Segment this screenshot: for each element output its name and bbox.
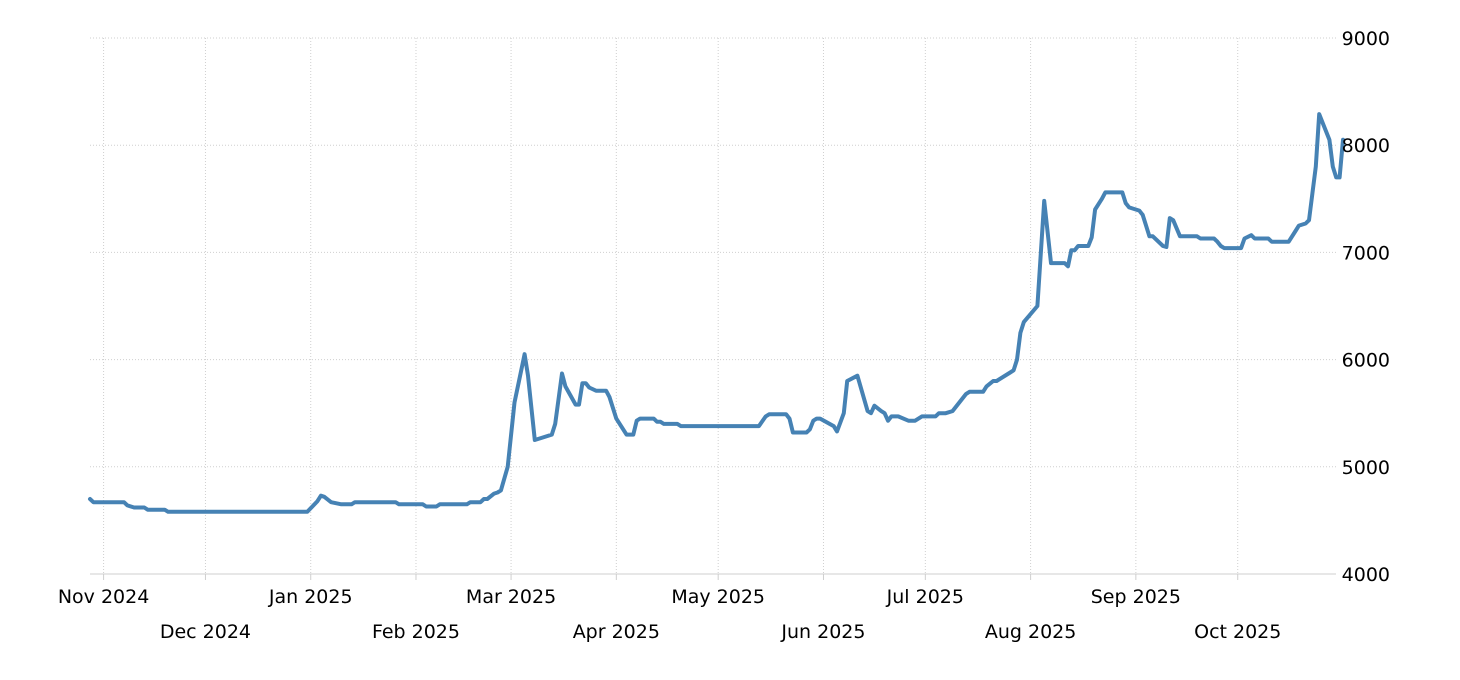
x-tick-label: Mar 2025 (466, 586, 556, 608)
y-tick-label: 8000 (1342, 135, 1390, 157)
grid (90, 37, 1336, 580)
y-axis: 4000 5000 6000 7000 8000 9000 (1342, 28, 1390, 586)
x-tick-label: Jan 2025 (268, 586, 353, 608)
x-tick-label: Aug 2025 (985, 621, 1077, 643)
x-tick-label: Feb 2025 (372, 621, 460, 643)
x-tick-label: Nov 2024 (58, 586, 149, 608)
x-tick-label: Dec 2024 (160, 621, 251, 643)
y-tick-label: 5000 (1342, 457, 1390, 479)
x-axis: Nov 2024 Dec 2024 Jan 2025 Feb 2025 Mar 2025… (58, 586, 1282, 643)
x-tick-label: Apr 2025 (573, 621, 660, 643)
series-layer (88, 112, 1345, 514)
x-tick-label: Oct 2025 (1194, 621, 1281, 643)
y-tick-label: 6000 (1342, 350, 1390, 372)
x-tick-label: Jun 2025 (780, 621, 865, 643)
y-tick-label: 9000 (1342, 28, 1390, 50)
y-tick-label: 4000 (1342, 564, 1390, 586)
y-tick-label: 7000 (1342, 242, 1390, 264)
x-tick-label: Sep 2025 (1091, 586, 1181, 608)
x-tick-label: May 2025 (671, 586, 765, 608)
x-tick-label: Jul 2025 (886, 586, 964, 608)
series-line (88, 112, 1345, 514)
